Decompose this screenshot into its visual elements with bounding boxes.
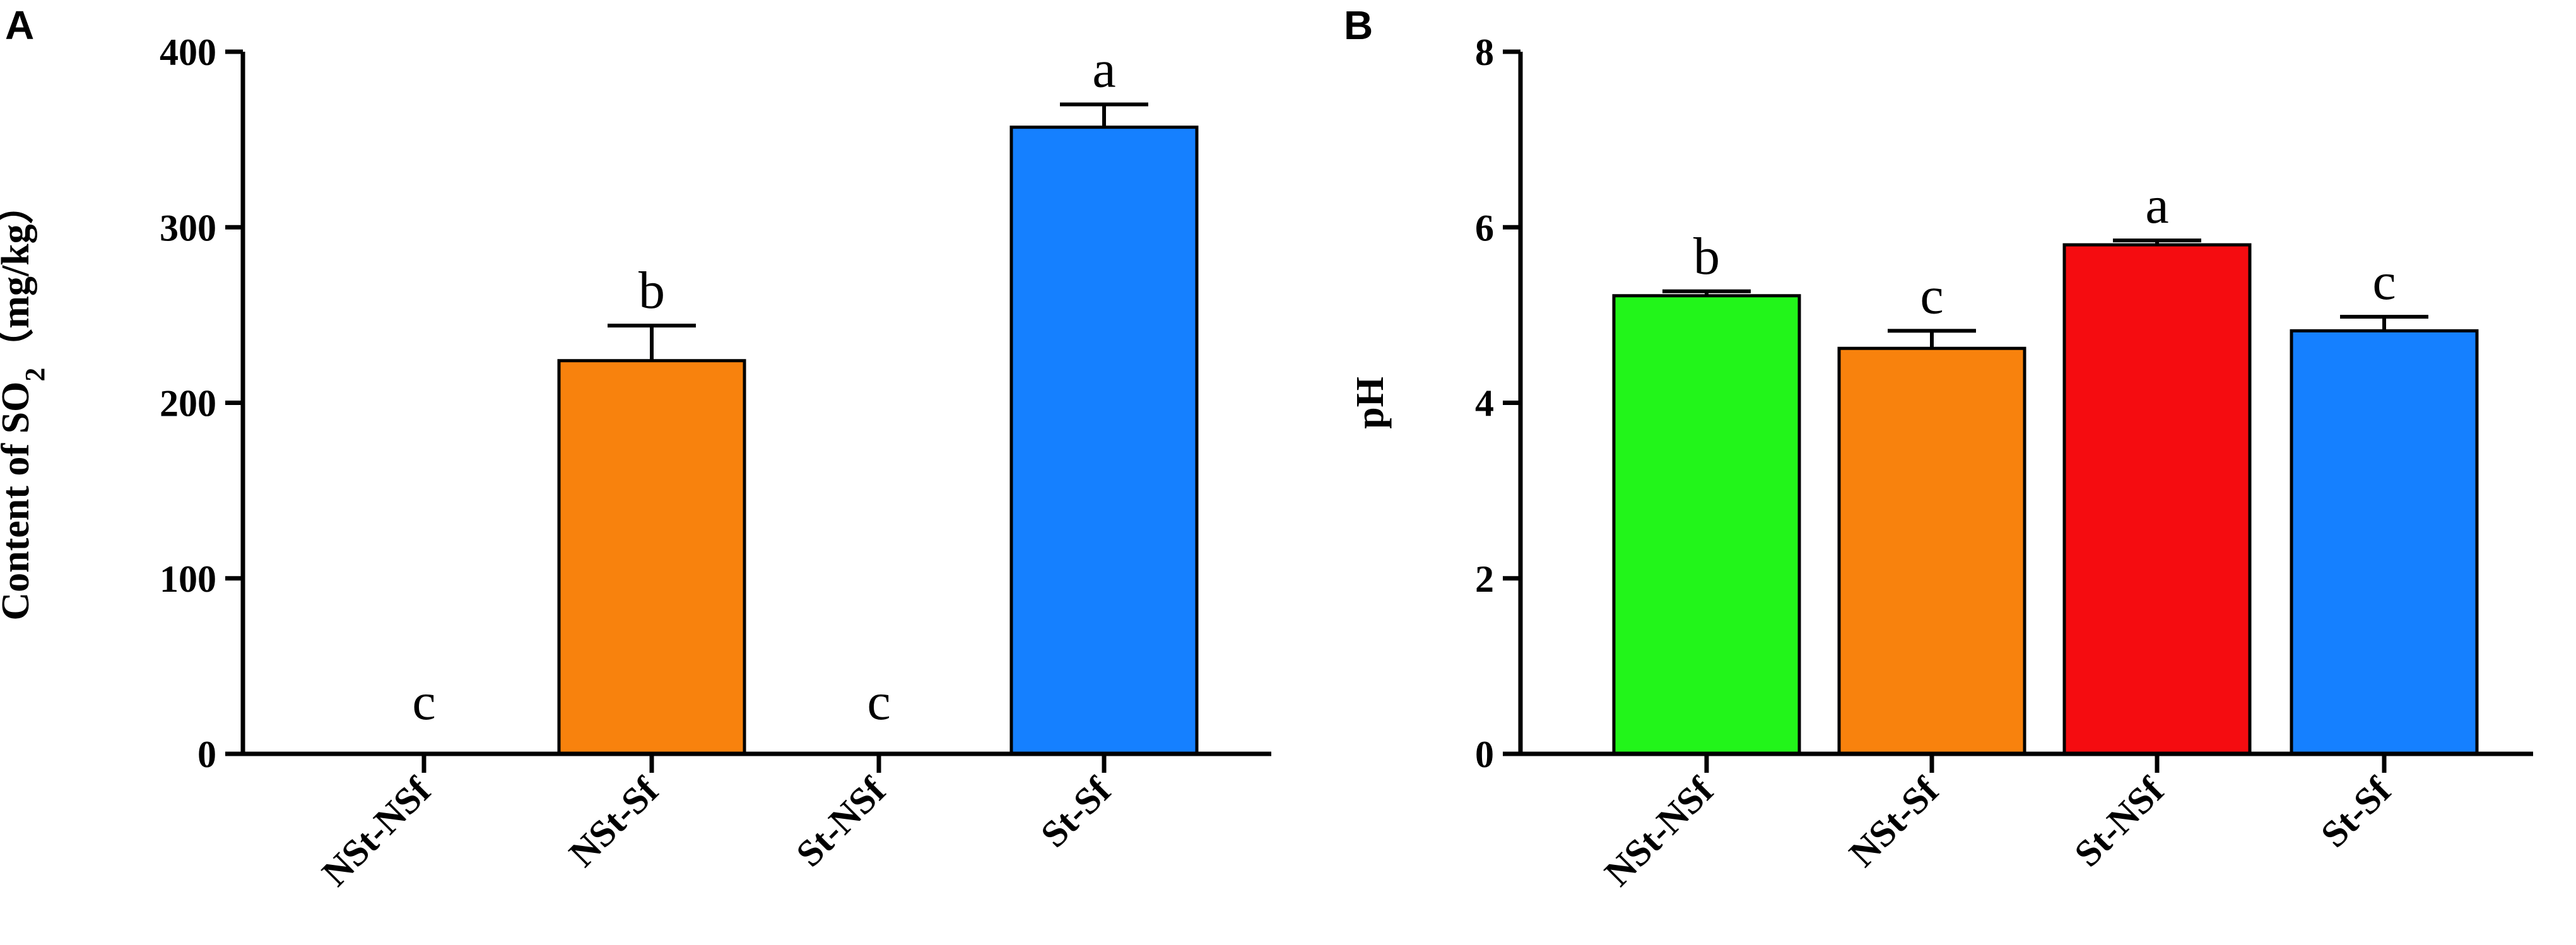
x-tick-label: St-Sf	[1033, 769, 1119, 855]
y-tick-label: 6	[1475, 207, 1494, 249]
significance-label: c	[412, 672, 435, 731]
y-axis-title: Content of SO2（mg/kg）	[0, 185, 50, 620]
x-tick-label: St-NSf	[2066, 769, 2172, 875]
y-tick-label: 4	[1475, 383, 1494, 425]
y-tick-label: 100	[160, 558, 216, 600]
y-tick-label: 0	[1475, 734, 1494, 775]
chart-panel-a: A Content of SO2（mg/kg） c b c a 0 100 200 300 400 N…	[0, 3, 1271, 894]
panel-letter: A	[5, 3, 34, 48]
significance-label: b	[1693, 227, 1720, 286]
bar-St-Sf	[2290, 329, 2479, 756]
y-tick-label: 200	[160, 383, 216, 425]
significance-label: b	[638, 261, 665, 320]
y-tick-label: 2	[1475, 558, 1494, 600]
significance-label: a	[2145, 176, 2168, 235]
y-tick-label: 300	[160, 207, 216, 249]
bar-NSt-NSf	[1612, 294, 1801, 756]
significance-label: c	[1920, 266, 1943, 325]
x-tick-label: St-NSf	[788, 769, 894, 875]
bar-NSt-Sf	[557, 359, 746, 756]
x-tick-label: NSt-NSf	[1597, 769, 1722, 894]
panel-letter: B	[1344, 3, 1373, 48]
y-axis-title: pH	[1349, 377, 1392, 429]
x-tick-label: NSt-Sf	[1841, 769, 1947, 875]
bar-St-NSf	[2062, 243, 2252, 756]
y-tick-label: 400	[160, 32, 216, 73]
x-tick-label: NSt-NSf	[314, 769, 439, 894]
chart-panel-b: BpH b c a c 0 2 4 6 8 NSt-NSf NSt-Sf St-NSf St-Sf	[1344, 3, 2533, 894]
significance-label: a	[1092, 40, 1115, 98]
x-tick-label: NSt-Sf	[561, 769, 667, 875]
significance-label: c	[867, 672, 890, 731]
significance-label: c	[2372, 252, 2396, 311]
bar-NSt-Sf	[1837, 346, 2026, 756]
y-tick-label: 0	[197, 734, 216, 775]
y-tick-label: 8	[1475, 32, 1494, 73]
x-tick-label: St-Sf	[2313, 769, 2399, 855]
bar-St-Sf	[1009, 126, 1199, 756]
